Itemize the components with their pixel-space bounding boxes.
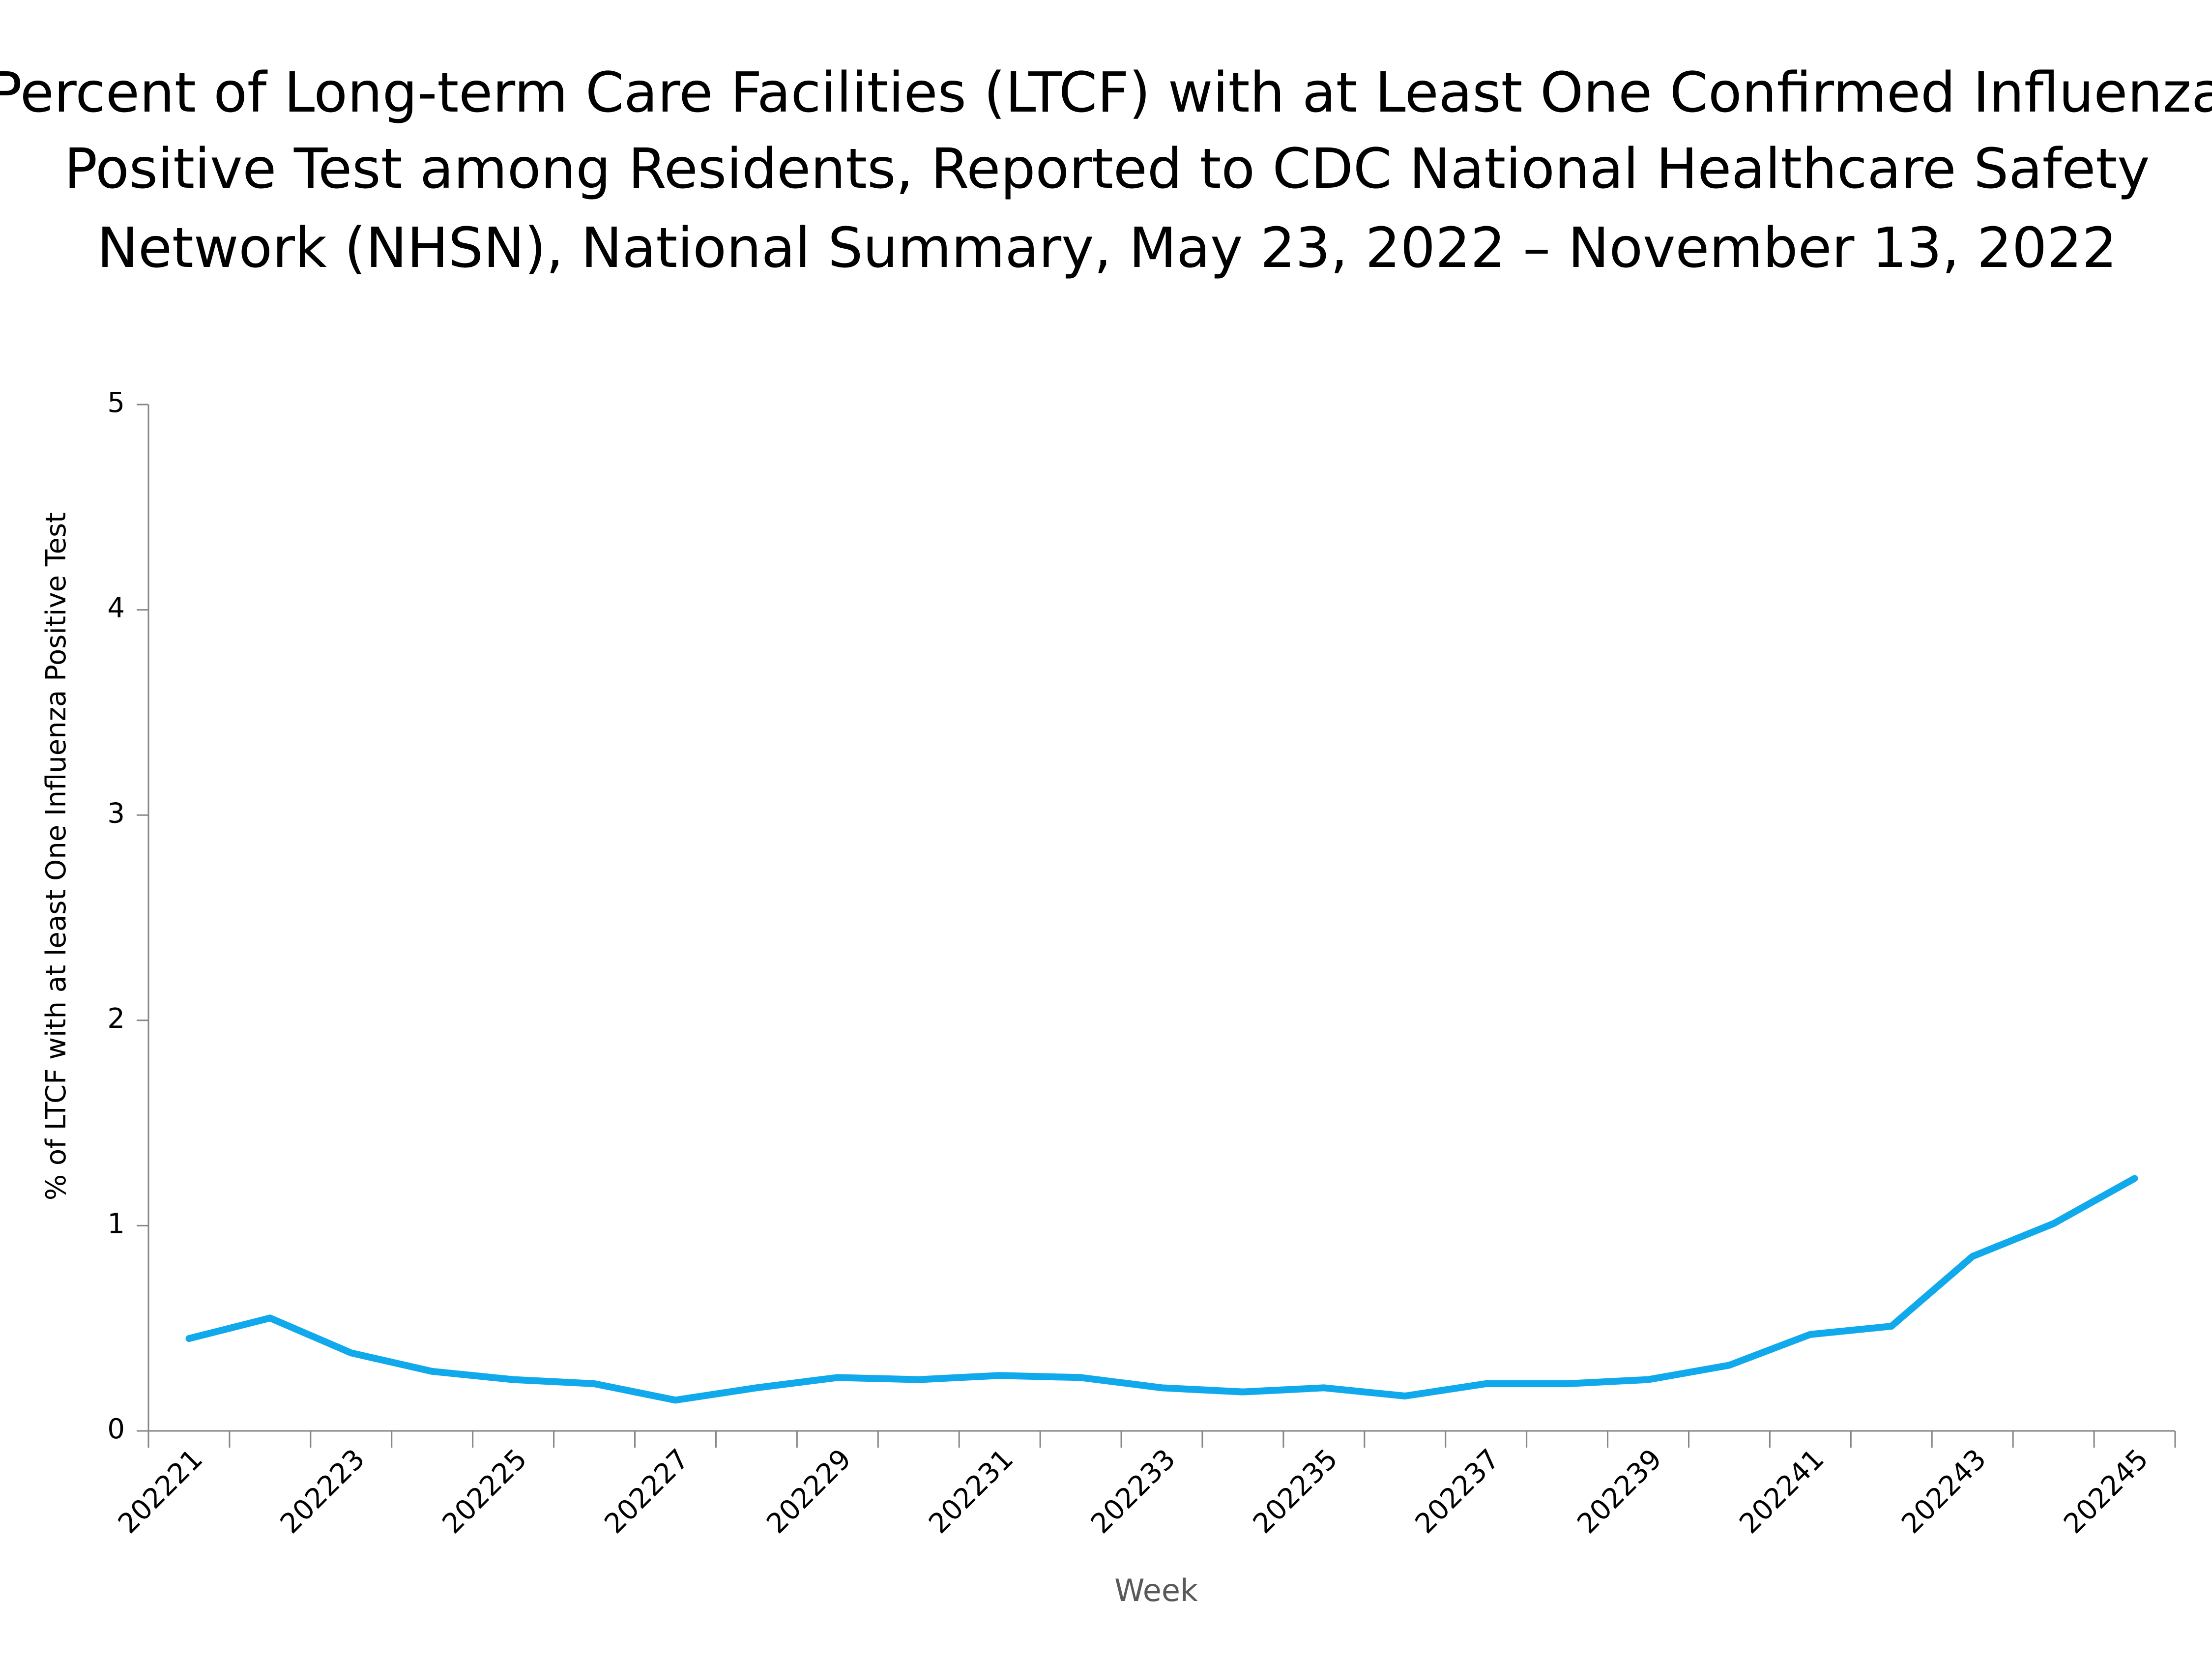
chart-title: Percent of Long-term Care Facilities (LT… <box>0 61 2212 125</box>
y-tick-label: 5 <box>107 387 125 419</box>
y-tick-label: 0 <box>107 1413 125 1445</box>
y-tick-label: 4 <box>107 592 125 624</box>
y-tick-label: 2 <box>107 1003 125 1035</box>
chart-title: Network (NHSN), National Summary, May 23… <box>97 216 2117 280</box>
chart-title: Positive Test among Residents, Reported … <box>64 137 2150 201</box>
x-axis-label: Week <box>1114 1572 1198 1608</box>
y-axis-label: % of LTCF with at least One Influenza Po… <box>40 512 72 1200</box>
y-tick-label: 3 <box>107 797 125 829</box>
y-tick-label: 1 <box>107 1208 125 1240</box>
data-line <box>185 1175 2138 1404</box>
